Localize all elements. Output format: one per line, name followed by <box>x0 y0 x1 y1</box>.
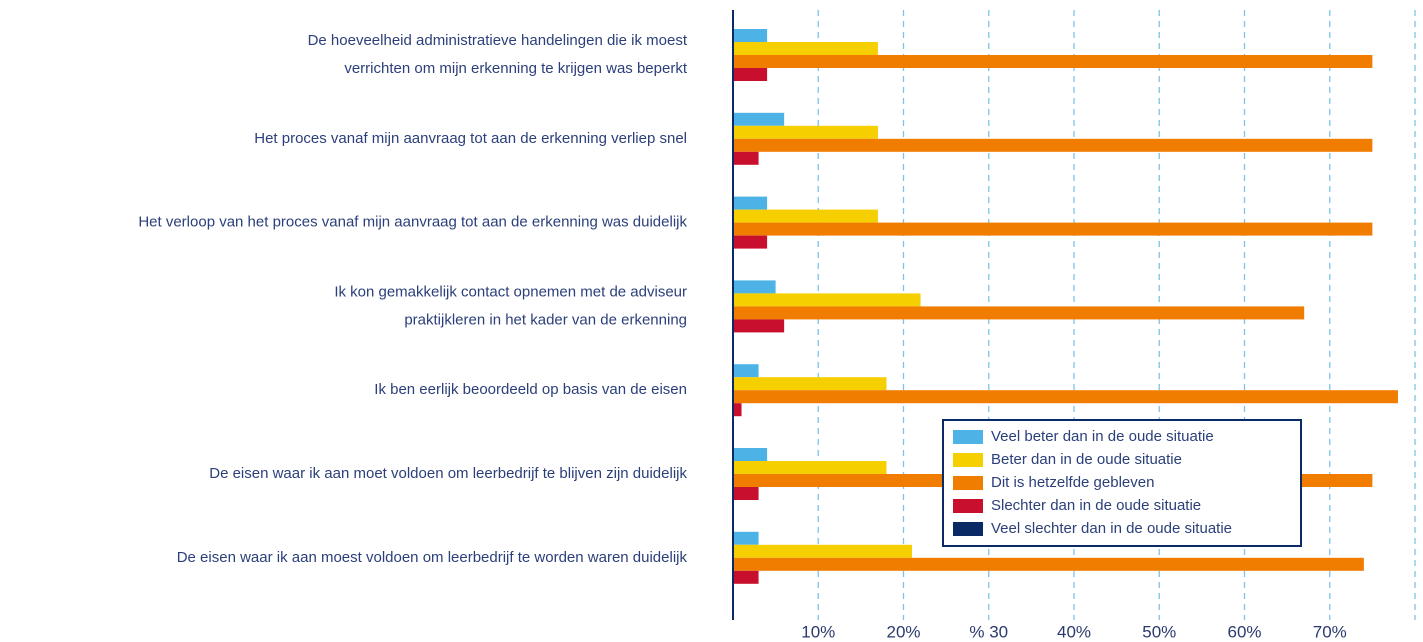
bar <box>733 138 1373 152</box>
bar <box>733 55 1373 68</box>
category-label: De eisen waar ik aan moet voldoen om lee… <box>209 465 687 482</box>
bar <box>733 319 785 333</box>
bar <box>733 42 878 55</box>
legend-label: Dit is hetzelfde gebleven <box>991 474 1154 491</box>
bar <box>733 390 1398 404</box>
legend-label: Veel slechter dan in de oude situatie <box>991 520 1232 537</box>
bar <box>733 125 878 139</box>
x-tick-label: 70% <box>1313 622 1347 641</box>
legend-label: Beter dan in de oude situatie <box>991 451 1182 468</box>
legend-swatch <box>953 522 983 536</box>
category-label: Ik kon gemakkelijk contact opnemen met d… <box>334 283 687 328</box>
x-tick-label: 50% <box>1142 622 1176 641</box>
bar <box>733 570 759 584</box>
bar <box>733 364 759 378</box>
bar <box>733 235 768 249</box>
category-label: Het verloop van het proces vanaf mijn aa… <box>138 214 687 231</box>
bar <box>733 29 768 42</box>
bar <box>733 196 768 210</box>
category-label: De eisen waar ik aan moest voldoen om le… <box>177 549 688 566</box>
legend-swatch <box>953 430 983 444</box>
bar <box>733 293 921 307</box>
bar <box>733 306 1305 320</box>
bar <box>733 403 742 417</box>
bar <box>733 531 759 545</box>
category-label: Ik ben eerlijk beoordeeld op basis van d… <box>374 381 687 398</box>
bar <box>733 68 768 81</box>
category-label: De hoeveelheid administratieve handeling… <box>308 32 688 77</box>
legend-box <box>942 419 1302 547</box>
bar <box>733 544 913 558</box>
bar <box>733 487 759 500</box>
legend-swatch <box>953 499 983 513</box>
x-tick-label: 60% <box>1227 622 1261 641</box>
bar <box>733 280 776 294</box>
bar <box>733 448 768 461</box>
legend-swatch <box>953 476 983 490</box>
bar <box>733 112 785 126</box>
legend-swatch <box>953 453 983 467</box>
bar <box>733 557 1364 571</box>
x-tick-label: % 30 <box>969 622 1008 641</box>
bar <box>733 222 1373 236</box>
category-label: Het proces vanaf mijn aanvraag tot aan d… <box>254 130 687 147</box>
bar <box>733 377 887 391</box>
x-tick-label: 10% <box>801 622 835 641</box>
bar <box>733 209 878 223</box>
bar <box>733 461 887 474</box>
bar <box>733 151 759 165</box>
x-tick-label: 20% <box>886 622 920 641</box>
x-tick-label: 40% <box>1057 622 1091 641</box>
legend-label: Veel beter dan in de oude situatie <box>991 428 1214 445</box>
legend-label: Slechter dan in de oude situatie <box>991 497 1201 514</box>
